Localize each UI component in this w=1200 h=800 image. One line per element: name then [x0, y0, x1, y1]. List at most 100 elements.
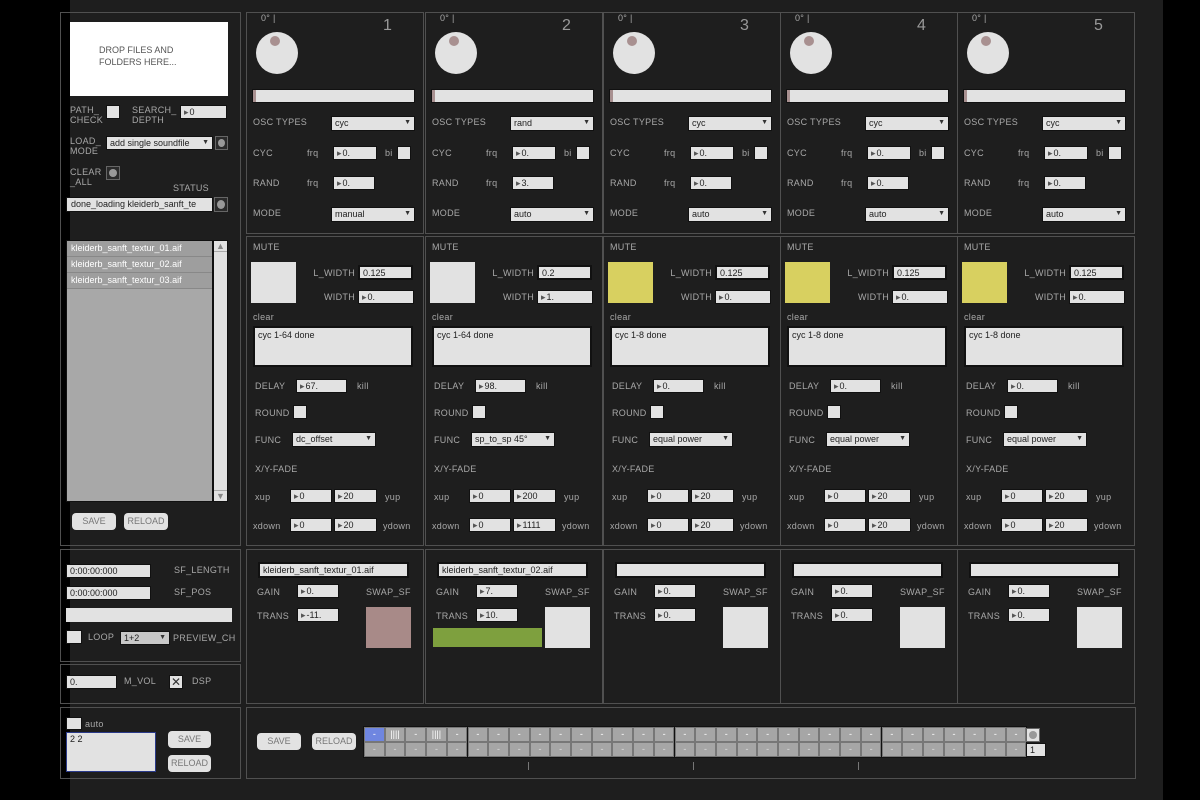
yup-input[interactable]: 20 [334, 489, 377, 503]
grid-cell[interactable]: - [591, 727, 613, 742]
load-mode-select[interactable]: add single soundfile [106, 136, 213, 150]
mute-toggle[interactable] [785, 262, 830, 303]
grid-cell[interactable]: - [1005, 727, 1027, 742]
xdown-input[interactable]: 0 [290, 518, 332, 532]
grid-cell[interactable]: - [364, 742, 385, 757]
grid-cell[interactable]: - [778, 727, 799, 742]
scroll-up-icon[interactable]: ▲ [214, 241, 227, 252]
gain-input[interactable]: 0. [831, 584, 873, 598]
grid-cell[interactable]: - [508, 742, 530, 757]
level-slider[interactable] [252, 89, 415, 103]
grid-cell[interactable]: - [819, 742, 841, 757]
grid-cell[interactable]: - [757, 727, 778, 742]
grid-cell[interactable]: - [715, 727, 737, 742]
l-width-input[interactable]: 0.125 [1069, 265, 1124, 280]
grid-cell[interactable]: - [571, 727, 592, 742]
cyc-frq-input[interactable]: 0. [333, 146, 377, 160]
gain-input[interactable]: 7. [476, 584, 518, 598]
trans-input[interactable]: 0. [654, 608, 696, 622]
trans-input[interactable]: -11. [297, 608, 339, 622]
status-textbox[interactable]: cyc 1-8 done [787, 326, 947, 367]
l-width-input[interactable]: 0.125 [892, 265, 947, 280]
grid-cell[interactable]: - [653, 742, 675, 757]
grid-cell[interactable]: - [943, 727, 965, 742]
bi-checkbox[interactable] [931, 146, 945, 160]
trans-input[interactable]: 10. [476, 608, 518, 622]
delay-input[interactable]: 98. [475, 379, 526, 393]
rand-frq-input[interactable]: 0. [690, 176, 732, 190]
grid-cell[interactable]: - [446, 727, 468, 742]
preview-ch-select[interactable]: 1+2 [120, 631, 170, 645]
grid-cell[interactable]: - [591, 742, 613, 757]
grid-cell[interactable]: - [467, 742, 489, 757]
reload-button[interactable]: RELOAD [124, 513, 168, 530]
grid-cell[interactable]: - [384, 742, 406, 757]
delay-input[interactable]: 0. [1007, 379, 1058, 393]
cyc-frq-input[interactable]: 0. [690, 146, 734, 160]
xdown-input[interactable]: 0 [824, 518, 866, 532]
delay-input[interactable]: 67. [296, 379, 347, 393]
grid-cell[interactable]: - [736, 742, 758, 757]
grid-cell[interactable]: - [881, 727, 903, 742]
grid-cell[interactable]: - [426, 742, 447, 757]
width-input[interactable]: 1. [537, 290, 593, 304]
grid-cell[interactable]: - [902, 742, 923, 757]
grid-cell[interactable]: - [819, 727, 841, 742]
grid-cell[interactable]: - [674, 727, 696, 742]
level-slider[interactable] [431, 89, 594, 103]
swap-sf-button[interactable] [1077, 607, 1122, 648]
xup-input[interactable]: 0 [469, 489, 511, 503]
sequencer-clear-button[interactable] [1026, 728, 1040, 742]
file-list-item[interactable]: kleiderb_sanft_textur_01.aif [67, 241, 212, 257]
file-list-item[interactable]: kleiderb_sanft_textur_02.aif [67, 257, 212, 273]
width-input[interactable]: 0. [1069, 290, 1125, 304]
mode-select[interactable]: manual [331, 207, 415, 222]
round-checkbox[interactable] [827, 405, 841, 419]
auto-checkbox[interactable] [66, 717, 82, 730]
width-input[interactable]: 0. [358, 290, 414, 304]
trans-input[interactable]: 0. [1008, 608, 1050, 622]
ydown-input[interactable]: 20 [868, 518, 911, 532]
file-list[interactable]: kleiderb_sanft_textur_01.aif kleiderb_sa… [66, 240, 213, 502]
status-textbox[interactable]: cyc 1-64 done [432, 326, 592, 367]
grid-cell[interactable]: - [405, 742, 427, 757]
func-select[interactable]: equal power [1003, 432, 1087, 447]
path-check-checkbox[interactable] [106, 105, 120, 119]
angle-knob[interactable] [790, 32, 832, 74]
clear-all-button[interactable] [106, 166, 120, 180]
cyc-frq-input[interactable]: 0. [512, 146, 556, 160]
grid-cell[interactable]: - [488, 727, 509, 742]
grid-cell[interactable]: - [550, 727, 571, 742]
func-select[interactable]: dc_offset [292, 432, 376, 447]
ydown-input[interactable]: 1111 [513, 518, 556, 532]
swap-sf-button[interactable] [545, 607, 590, 648]
round-checkbox[interactable] [293, 405, 307, 419]
bi-checkbox[interactable] [1108, 146, 1122, 160]
mode-select[interactable]: auto [510, 207, 594, 222]
sequencer-reload-button[interactable]: RELOAD [312, 733, 356, 750]
round-checkbox[interactable] [1004, 405, 1018, 419]
grid-cell[interactable]: - [985, 727, 1006, 742]
angle-knob[interactable] [256, 32, 298, 74]
l-width-input[interactable]: 0.2 [537, 265, 592, 280]
yup-input[interactable]: 20 [868, 489, 911, 503]
delay-input[interactable]: 0. [653, 379, 704, 393]
save-button[interactable]: SAVE [72, 513, 116, 530]
grid-cell[interactable]: - [943, 742, 965, 757]
grid-cell[interactable]: - [964, 727, 985, 742]
grid-cell[interactable]: - [529, 742, 551, 757]
func-select[interactable]: equal power [649, 432, 733, 447]
grid-cell[interactable]: - [612, 742, 634, 757]
file-list-item[interactable]: kleiderb_sanft_textur_03.aif [67, 273, 212, 289]
grid-cell[interactable]: - [964, 742, 985, 757]
rand-frq-input[interactable]: 3. [512, 176, 554, 190]
ydown-input[interactable]: 20 [691, 518, 734, 532]
master-volume-input[interactable]: 0. [66, 675, 117, 689]
grid-cell[interactable]: - [798, 742, 820, 757]
angle-knob[interactable] [435, 32, 477, 74]
l-width-input[interactable]: 0.125 [358, 265, 413, 280]
bi-checkbox[interactable] [397, 146, 411, 160]
width-input[interactable]: 0. [715, 290, 771, 304]
preset-save-button[interactable]: SAVE [168, 731, 211, 748]
grid-cell[interactable]: - [571, 742, 592, 757]
